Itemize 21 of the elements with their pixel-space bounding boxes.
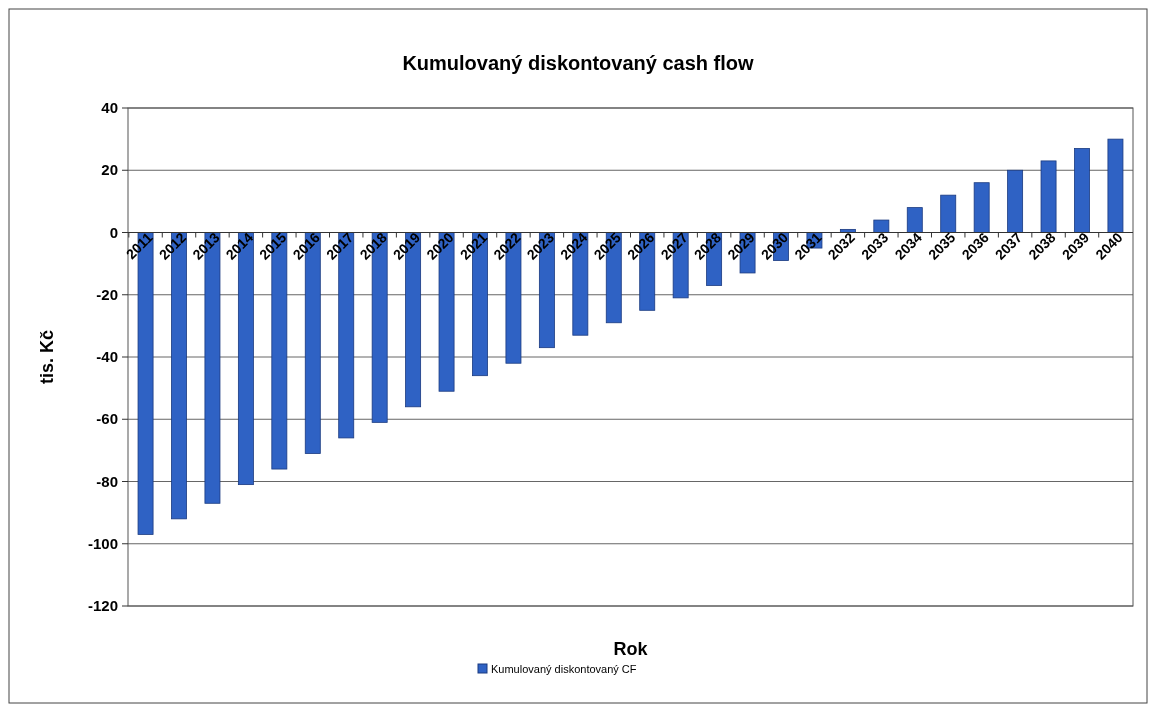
x-axis-title: Rok	[613, 639, 649, 659]
bar	[1040, 160, 1057, 233]
y-tick-label: 20	[101, 161, 118, 179]
bar	[873, 219, 890, 233]
bar	[973, 182, 990, 233]
bar	[940, 194, 957, 233]
bar	[1074, 148, 1090, 233]
bar	[1107, 138, 1124, 233]
y-tick-label: -80	[96, 472, 118, 490]
chart-title: Kumulovaný diskontovaný cash flow	[402, 52, 755, 74]
y-axis-title: tis. Kč	[37, 329, 57, 385]
y-tick-label: 0	[109, 223, 118, 241]
y-tick-label: -20	[96, 285, 118, 303]
y-tick-label: 40	[101, 99, 118, 116]
legend-label: Kumulovaný diskontovaný CF	[491, 663, 637, 675]
y-tick-label: -100	[87, 534, 118, 552]
y-tick-label: -60	[96, 410, 118, 428]
y-tick-label: -40	[96, 348, 118, 365]
bar	[906, 207, 923, 233]
y-tick-label: -120	[87, 597, 118, 614]
bar	[1007, 169, 1024, 233]
